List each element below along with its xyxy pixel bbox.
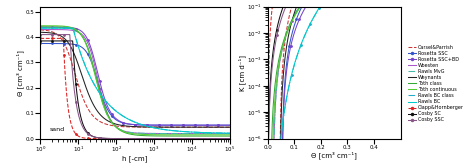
Y-axis label: Θ [cm³ cm⁻¹]: Θ [cm³ cm⁻¹] [16, 50, 24, 96]
X-axis label: Θ [cm³ cm⁻¹]: Θ [cm³ cm⁻¹] [311, 151, 357, 159]
X-axis label: h [-cm]: h [-cm] [122, 155, 148, 162]
Y-axis label: K [cm d⁻¹]: K [cm d⁻¹] [238, 55, 246, 91]
Legend: Carsel&Parrish, Rosetta SSC, Rosetta SSC+BD, Woesten, Rawls MvG, Weynants, Toth : Carsel&Parrish, Rosetta SSC, Rosetta SSC… [408, 45, 464, 122]
Text: sand: sand [50, 127, 65, 132]
